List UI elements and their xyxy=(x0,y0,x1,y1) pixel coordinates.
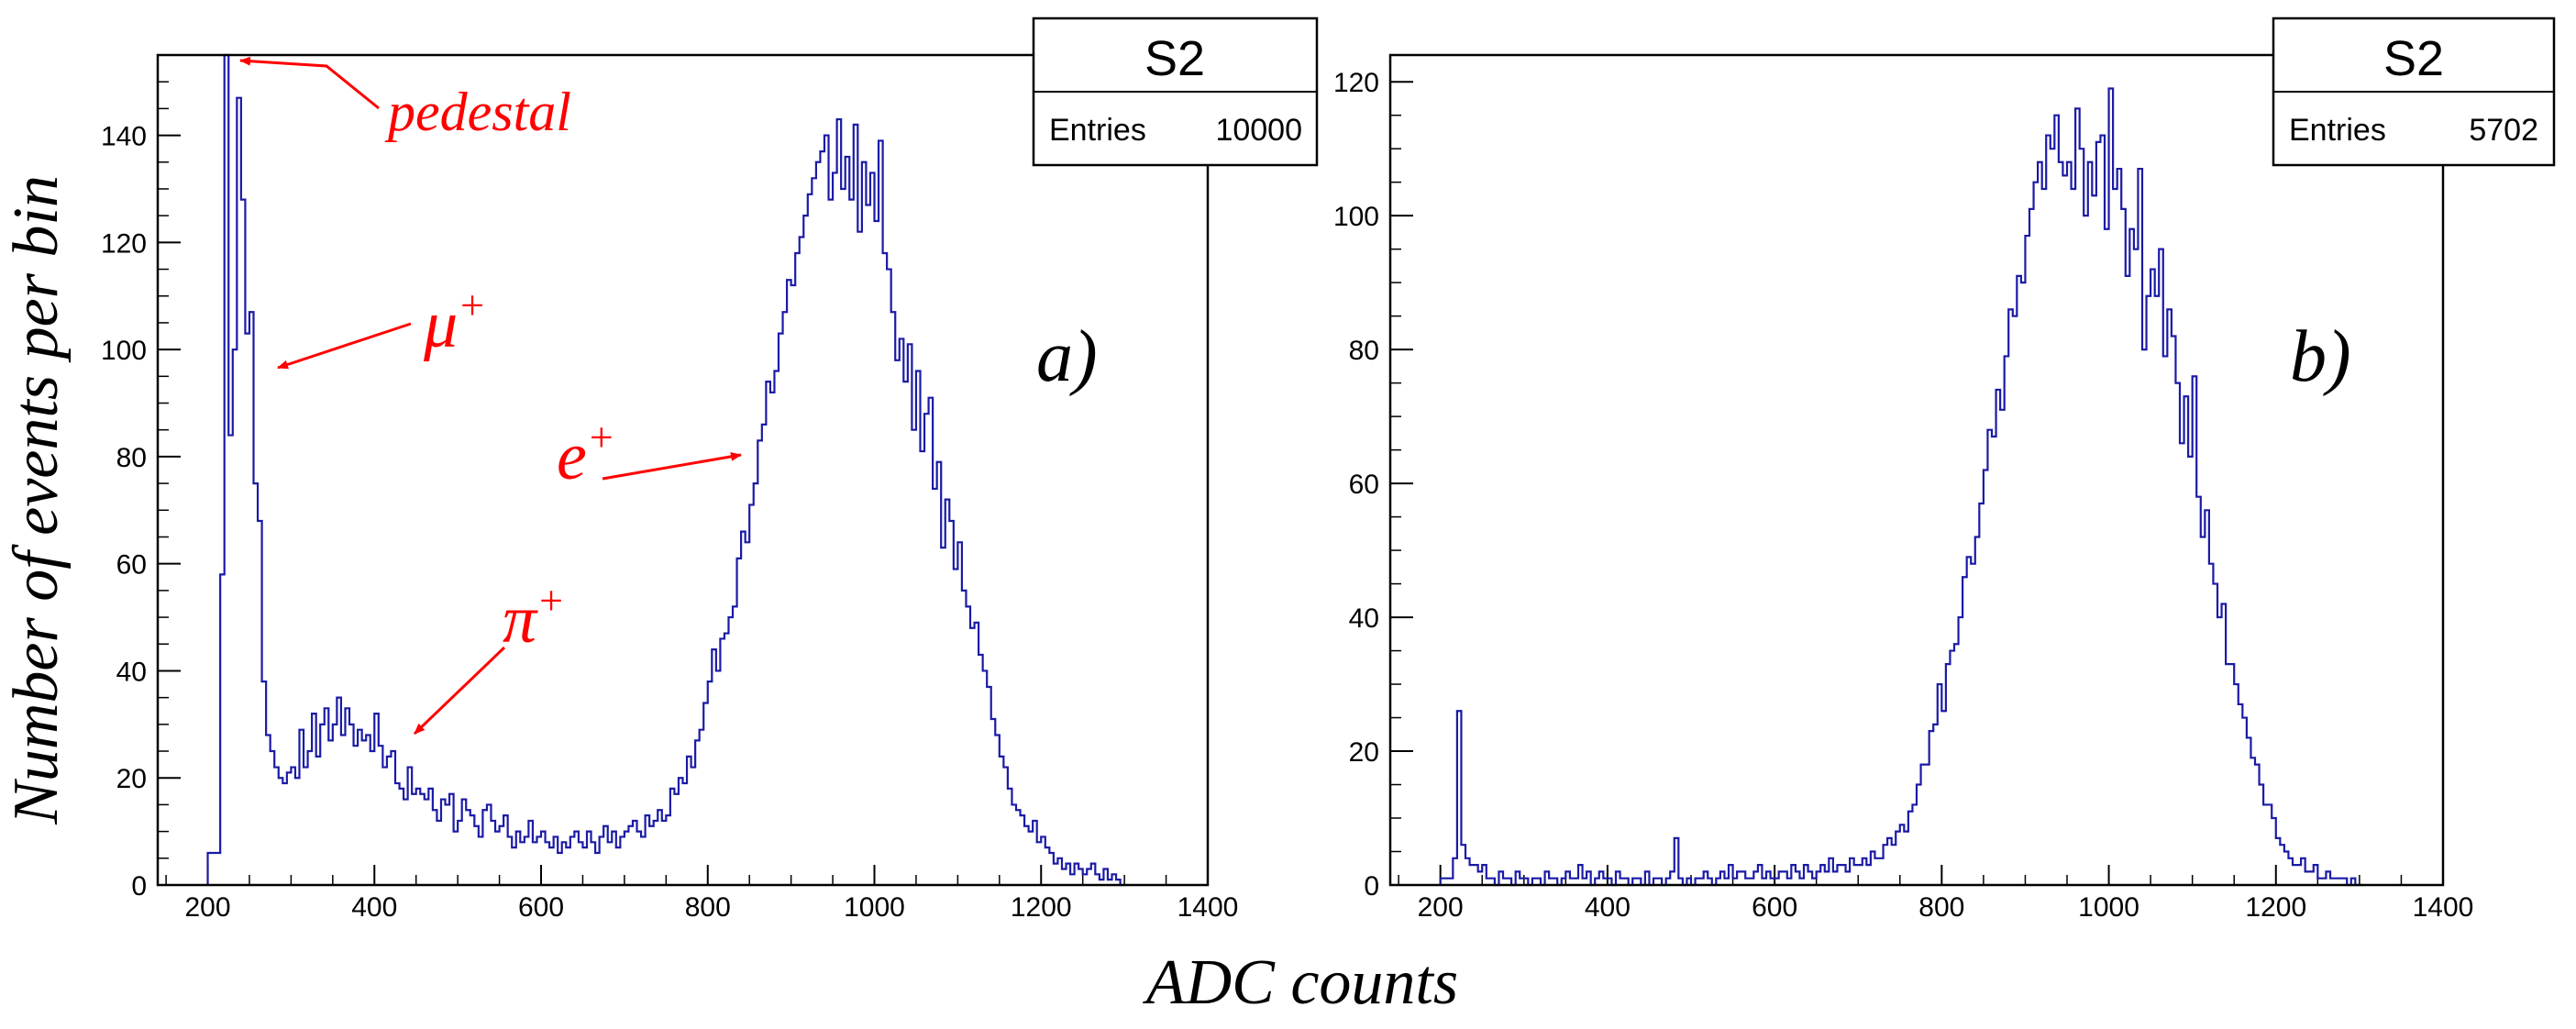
panel-b-y-tick-label: 0 xyxy=(1364,871,1379,902)
annotation-pion: π+ xyxy=(503,577,565,658)
panel-b-x-tick-label: 1000 xyxy=(2078,892,2139,923)
panel-a: 200 400 600 800 1000 1200 1400 0 20 40 60 80 100 120 1… xyxy=(101,17,1319,923)
panel-b-x-tick-label: 400 xyxy=(1585,892,1631,923)
annotation-pion-superscript: + xyxy=(536,577,565,624)
panel-a-y-tick-label: 100 xyxy=(101,336,147,366)
panel-a-annotations: pedestal μ+ e+ π+ xyxy=(239,56,742,736)
panel-b-ticks: 200 400 600 800 1000 1200 1400 0 20 40 60 80 100 120 xyxy=(1333,68,2473,923)
annotation-muon: μ+ xyxy=(423,282,486,362)
panel-b-x-tick-label: 800 xyxy=(1918,892,1964,923)
annotation-pedestal-arrow xyxy=(239,56,380,110)
panel-a-y-tick-label: 80 xyxy=(116,443,147,473)
annotation-positron-symbol: e xyxy=(557,419,587,494)
panel-a-letter: a) xyxy=(1036,316,1098,397)
annotation-positron-arrow xyxy=(602,451,742,481)
panel-b-y-tick-label: 100 xyxy=(1333,202,1379,232)
annotation-muon-superscript: + xyxy=(458,282,486,328)
panel-b-x-tick-label: 1400 xyxy=(2413,892,2474,923)
panel-a-stats-entries-label: Entries xyxy=(1049,113,1146,148)
panel-a-x-tick-label: 1000 xyxy=(844,892,905,923)
annotation-muon-symbol: μ xyxy=(423,287,458,362)
panel-b: 200 400 600 800 1000 1200 1400020406080100120 … xyxy=(1333,17,2556,923)
panel-a-x-tick-label: 600 xyxy=(518,892,564,923)
panel-a-histogram xyxy=(206,53,1125,887)
x-axis-title: ADC counts xyxy=(1143,947,1458,1018)
panel-a-stats-box: S2 Entries 10000 xyxy=(1032,17,1319,167)
panel-a-y-tick-label: 0 xyxy=(131,871,147,902)
panel-b-stats-name: S2 xyxy=(2383,31,2444,86)
panel-a-frame xyxy=(156,53,1210,887)
annotation-positron: e+ xyxy=(557,414,615,494)
panel-b-x-tick-label: 200 xyxy=(1418,892,1464,923)
panel-a-stats-entries-value: 10000 xyxy=(1215,113,1302,148)
panel-a-y-tick-label: 140 xyxy=(101,122,147,152)
panel-a-x-tick-label: 400 xyxy=(351,892,397,923)
panel-b-y-tick-label: 60 xyxy=(1349,470,1379,500)
annotation-pion-symbol: π xyxy=(503,582,538,658)
panel-a-x-tick-label: 200 xyxy=(184,892,230,923)
panel-a-y-tick-label: 60 xyxy=(116,550,147,581)
panel-b-letter: b) xyxy=(2290,316,2351,397)
panel-a-x-tick-label: 1200 xyxy=(1011,892,1072,923)
panel-b-stats-entries-value: 5702 xyxy=(2469,113,2538,148)
panel-b-y-tick-label: 20 xyxy=(1349,737,1379,768)
panel-b-x-tick-label: 1200 xyxy=(2245,892,2306,923)
panel-b-stats-entries-label: Entries xyxy=(2289,113,2386,148)
annotation-pedestal: pedestal xyxy=(384,82,571,142)
panel-b-y-tick-label: 40 xyxy=(1349,603,1379,634)
annotation-pion-arrow xyxy=(413,646,506,736)
panel-b-y-tick-label: 80 xyxy=(1349,336,1379,366)
annotation-positron-superscript: + xyxy=(587,414,615,460)
panel-a-y-tick-label: 120 xyxy=(101,228,147,259)
panel-b-histogram xyxy=(1439,87,2364,887)
y-axis-title: Number of events per bin xyxy=(1,175,72,825)
panel-b-x-tick-label: 600 xyxy=(1752,892,1797,923)
panel-a-stats-name: S2 xyxy=(1144,31,1205,86)
panel-a-x-tick-label: 1400 xyxy=(1177,892,1239,923)
annotation-muon-arrow xyxy=(277,322,412,370)
panel-a-y-tick-label: 40 xyxy=(116,657,147,687)
panel-b-y-tick-label: 120 xyxy=(1333,68,1379,98)
panel-a-x-tick-label: 800 xyxy=(685,892,731,923)
panel-b-stats-box: S2 Entries 5702 xyxy=(2272,17,2556,167)
panel-b-frame xyxy=(1388,53,2445,887)
panel-a-ticks: 200 400 600 800 1000 1200 1400 0 20 40 60 80 100 120 1… xyxy=(101,81,1239,923)
panel-a-y-tick-label: 20 xyxy=(116,764,147,794)
